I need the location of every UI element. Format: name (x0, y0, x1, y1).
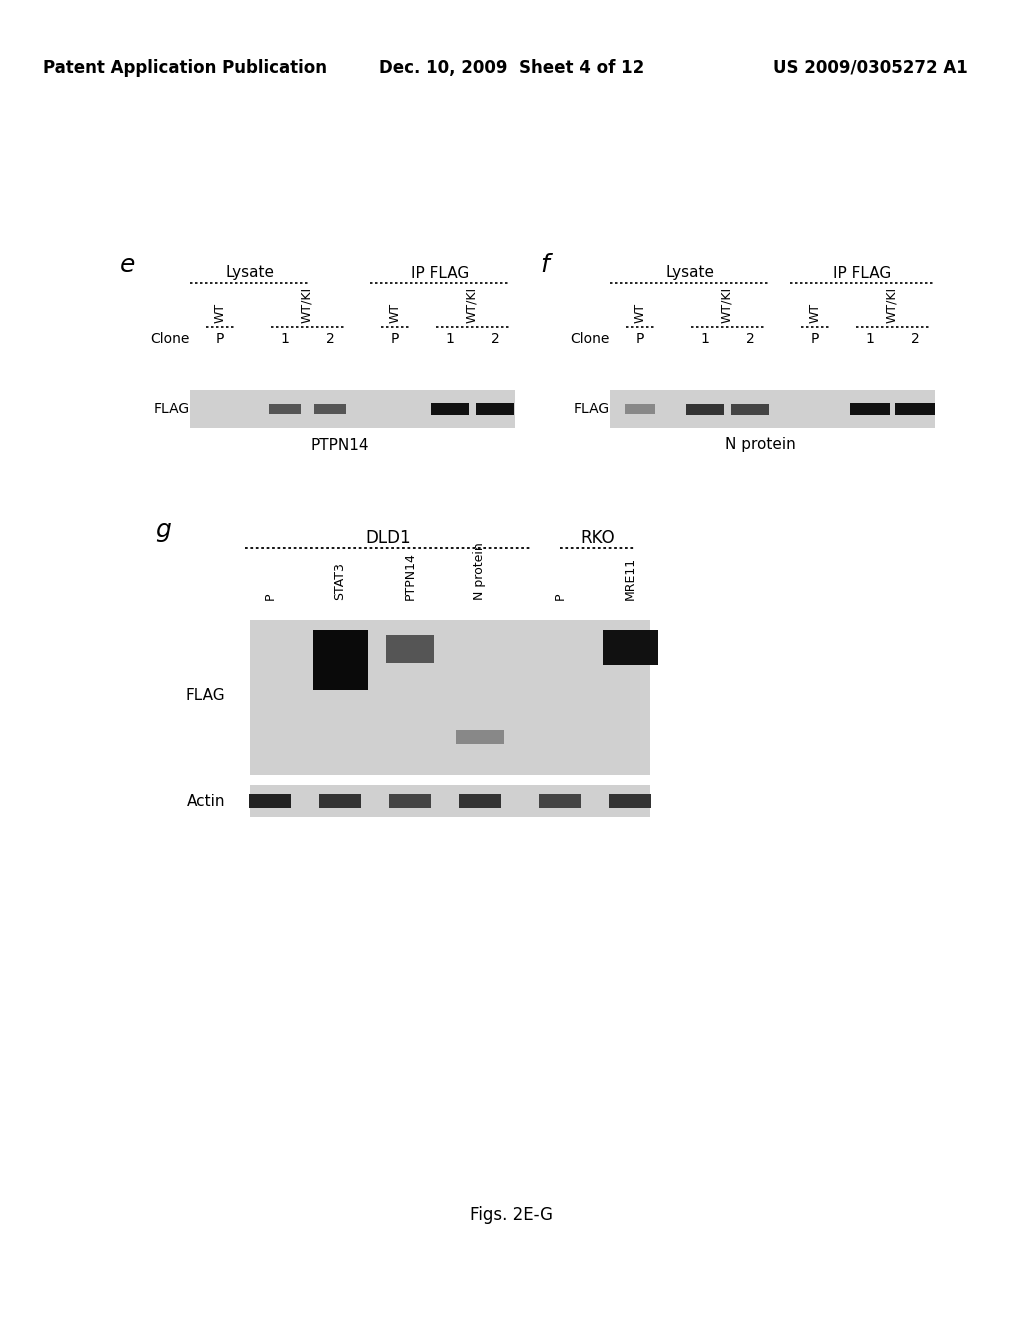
Text: f: f (540, 253, 549, 277)
Bar (269, 404, 301, 414)
Text: WT/KI: WT/KI (300, 286, 313, 323)
Text: WT: WT (634, 302, 646, 323)
Bar (389, 795, 431, 808)
Text: DLD1: DLD1 (366, 529, 411, 546)
Text: FLAG: FLAG (573, 403, 610, 416)
Text: 1: 1 (281, 333, 290, 346)
Text: WT: WT (213, 302, 226, 323)
Text: e: e (120, 253, 135, 277)
Text: FLAG: FLAG (185, 688, 225, 702)
Text: Figs. 2E-G: Figs. 2E-G (470, 1206, 554, 1224)
Text: Lysate: Lysate (225, 265, 274, 281)
Text: g: g (155, 517, 171, 543)
Text: P: P (391, 333, 399, 346)
Text: 2: 2 (490, 333, 500, 346)
Text: WT/KI: WT/KI (466, 286, 478, 323)
Text: Actin: Actin (186, 793, 225, 808)
Bar (312, 630, 368, 690)
Text: Patent Application Publication: Patent Application Publication (43, 59, 327, 77)
Text: 1: 1 (865, 333, 874, 346)
Text: WT: WT (388, 302, 401, 323)
Bar (250, 785, 650, 817)
Text: WT/KI: WT/KI (721, 286, 733, 323)
Text: 2: 2 (745, 333, 755, 346)
Bar (431, 403, 469, 414)
Text: RKO: RKO (581, 529, 615, 546)
Text: PTPN14: PTPN14 (403, 552, 417, 601)
Text: IP FLAG: IP FLAG (411, 265, 469, 281)
Text: N protein: N protein (725, 437, 796, 453)
Bar (319, 795, 361, 808)
Bar (386, 635, 434, 663)
Text: MRE11: MRE11 (624, 557, 637, 601)
Bar (190, 389, 515, 428)
Text: P: P (811, 333, 819, 346)
Text: P: P (216, 333, 224, 346)
Bar (459, 795, 501, 808)
Bar (731, 404, 769, 414)
Bar (895, 403, 935, 414)
Bar (609, 795, 651, 808)
Text: PTPN14: PTPN14 (310, 437, 370, 453)
Bar (686, 404, 724, 414)
Text: 1: 1 (700, 333, 710, 346)
Bar (539, 795, 581, 808)
Text: FLAG: FLAG (154, 403, 190, 416)
Bar (250, 620, 650, 775)
Bar (314, 404, 346, 414)
Bar (249, 795, 291, 808)
Text: P: P (636, 333, 644, 346)
Bar (602, 630, 657, 665)
Text: STAT3: STAT3 (334, 562, 346, 601)
Text: 2: 2 (326, 333, 335, 346)
Text: Dec. 10, 2009  Sheet 4 of 12: Dec. 10, 2009 Sheet 4 of 12 (379, 59, 645, 77)
Text: IP FLAG: IP FLAG (834, 265, 892, 281)
Text: 1: 1 (445, 333, 455, 346)
Bar (456, 730, 504, 744)
Text: WT: WT (809, 302, 821, 323)
Text: 2: 2 (910, 333, 920, 346)
Text: Clone: Clone (570, 333, 610, 346)
Bar (476, 403, 514, 414)
Bar (850, 403, 890, 414)
Bar (610, 389, 935, 428)
Text: WT/KI: WT/KI (886, 286, 898, 323)
Text: Lysate: Lysate (666, 265, 715, 281)
Text: P: P (263, 593, 276, 601)
Bar (625, 404, 655, 414)
Text: US 2009/0305272 A1: US 2009/0305272 A1 (773, 59, 968, 77)
Text: N protein: N protein (473, 543, 486, 601)
Text: Clone: Clone (151, 333, 190, 346)
Text: P: P (554, 593, 566, 601)
